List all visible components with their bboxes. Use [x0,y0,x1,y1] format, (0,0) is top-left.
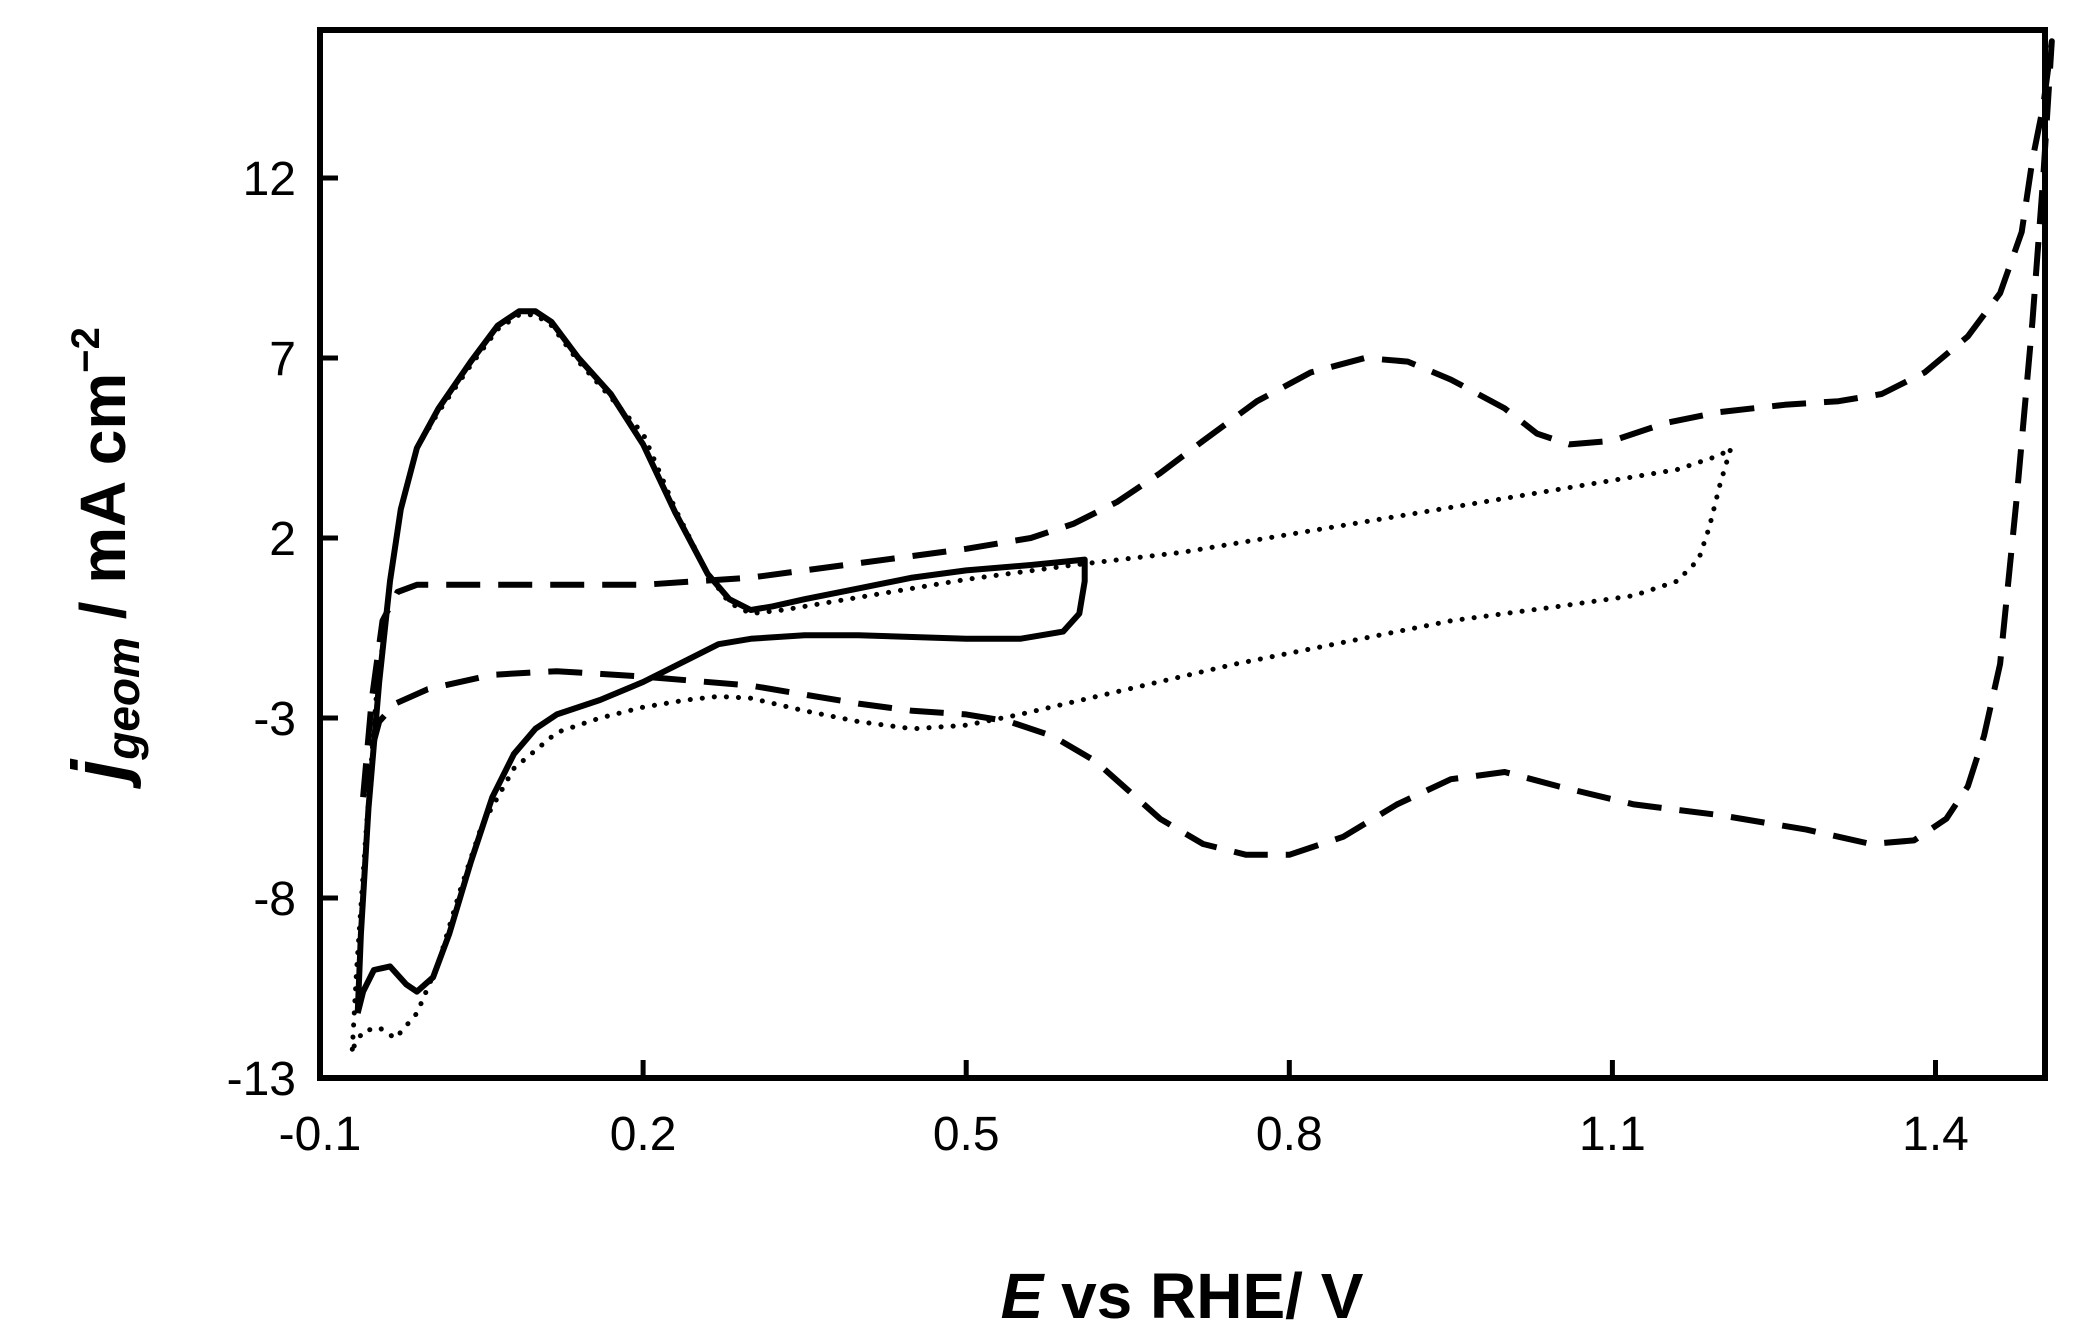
y-axis-title: jgeom / mA cm−2 [57,327,149,790]
x-axis-ticks: -0.1 0.2 0.5 0.8 1.1 1.4 [279,1060,1969,1161]
y-tick-label: -3 [253,693,296,746]
x-tick-label: 1.1 [1579,1108,1646,1161]
series-solid-line [354,308,1088,1014]
series-dotted-line [349,312,1734,1052]
x-axis-title-rest: vs RHE/ V [1043,1260,1363,1332]
y-tick-label: -13 [227,1053,296,1106]
x-tick-label: 0.8 [1256,1108,1323,1161]
x-tick-label: 0.5 [933,1108,1000,1161]
series-layer [349,38,2055,1052]
x-axis-title: E vs RHE/ V [1001,1260,1364,1332]
x-tick-label: 1.4 [1902,1108,1969,1161]
plot-frame [317,27,2048,1081]
y-axis-title-superscript: −2 [64,327,108,373]
y-tick-label: 7 [269,333,296,386]
y-tick-label: 12 [243,153,296,206]
y-axis-title-subscript: geom [97,637,149,761]
y-tick-label: -8 [253,873,296,926]
y-axis-title-symbol: j [57,758,142,790]
y-tick-label: 2 [269,513,296,566]
series-dashed-line [360,38,2055,858]
y-axis-title-rest: / mA cm [67,373,139,637]
x-tick-label: -0.1 [279,1108,362,1161]
y-axis-ticks: -13 -8 -3 2 7 12 [227,153,338,1106]
x-tick-label: 0.2 [610,1108,677,1161]
x-axis-title-symbol: E [1001,1260,1046,1332]
